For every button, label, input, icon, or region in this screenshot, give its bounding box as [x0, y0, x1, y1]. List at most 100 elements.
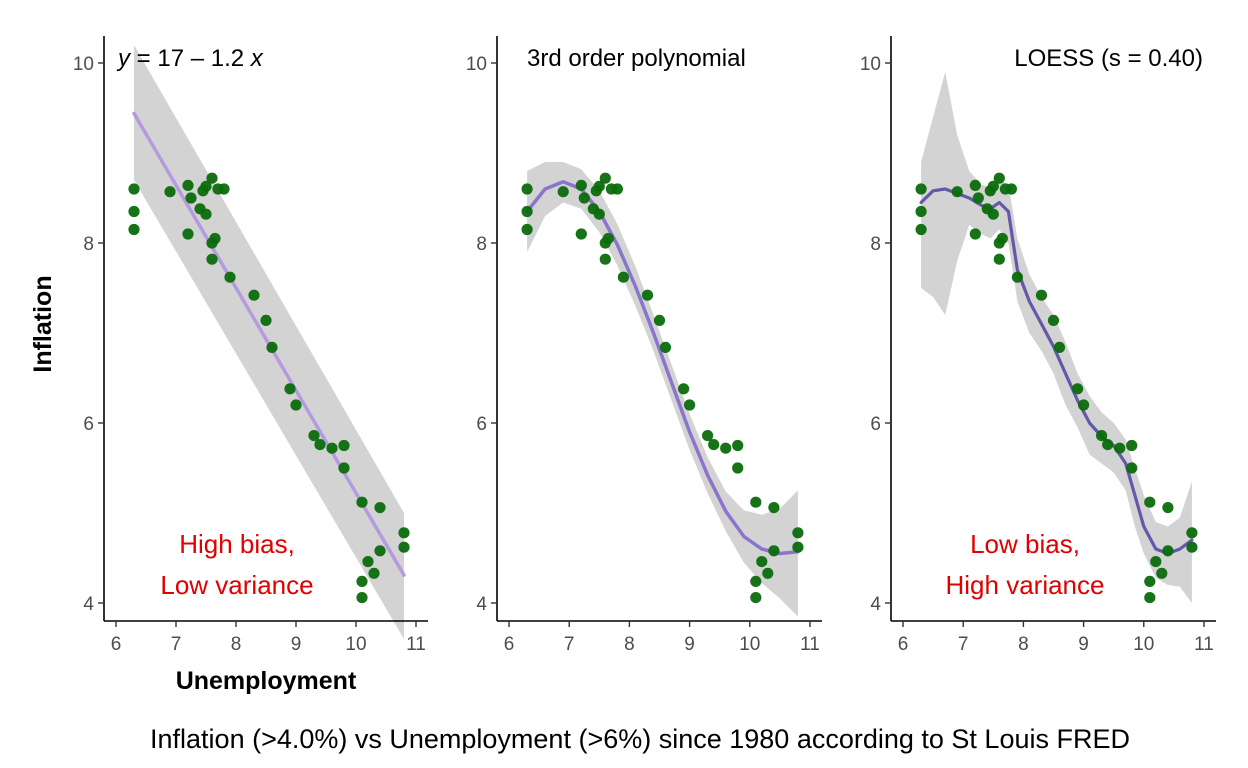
data-point: [284, 383, 296, 395]
data-point: [972, 192, 984, 204]
data-point: [702, 430, 714, 442]
data-point: [356, 496, 368, 508]
data-point: [915, 223, 927, 236]
data-point: [915, 205, 927, 218]
data-point: [374, 545, 386, 557]
data-points-layer: [915, 172, 1198, 604]
fit-line-layer: [525, 180, 800, 556]
x-tick-label: 6: [111, 634, 122, 655]
data-point: [762, 567, 774, 579]
annotation-line-2: Low variance: [160, 570, 313, 600]
data-point: [732, 462, 744, 474]
data-point: [362, 556, 374, 568]
x-tick-label: 9: [1078, 634, 1089, 655]
y-tick-label: 8: [870, 234, 881, 255]
data-point: [308, 430, 320, 442]
x-tick-label: 7: [958, 634, 969, 655]
data-point: [617, 271, 630, 283]
data-point: [969, 179, 981, 191]
data-point: [599, 253, 611, 265]
data-point: [1186, 527, 1198, 539]
panel-title-y: y: [116, 45, 132, 72]
data-point: [969, 228, 981, 240]
x-tick-label: 8: [624, 634, 635, 655]
data-point: [1005, 183, 1018, 195]
data-point: [218, 183, 230, 195]
data-point: [128, 205, 140, 218]
data-point: [593, 180, 605, 192]
confidence-band-layer: [921, 72, 1192, 603]
data-point: [593, 208, 605, 220]
fit-line-layer: [919, 187, 1194, 556]
y-tick-label: 6: [476, 414, 487, 435]
x-tick-label: 10: [345, 634, 366, 655]
data-point: [182, 228, 194, 240]
data-point: [1126, 439, 1138, 452]
data-point: [1047, 314, 1060, 326]
x-tick-label: 10: [739, 634, 760, 655]
data-point: [398, 527, 410, 539]
data-point: [599, 172, 611, 184]
data-point: [1096, 430, 1108, 442]
data-point: [248, 289, 260, 301]
data-point: [750, 496, 762, 508]
annotation-line-1: High bias,: [179, 529, 295, 559]
data-point: [368, 567, 380, 579]
y-axis-title: Inflation: [29, 275, 57, 372]
data-point: [987, 208, 999, 220]
data-point: [611, 183, 624, 195]
data-point: [290, 399, 302, 411]
data-point: [792, 541, 804, 553]
data-point: [206, 172, 218, 184]
x-tick-label: 11: [406, 634, 426, 655]
data-point: [1114, 442, 1126, 454]
data-point: [750, 592, 762, 604]
data-point: [993, 172, 1005, 184]
data-point: [209, 232, 221, 245]
y-tick-label: 4: [870, 594, 881, 615]
data-point: [314, 439, 326, 451]
data-point: [720, 442, 732, 454]
data-point: [326, 442, 338, 454]
data-point: [128, 223, 140, 236]
y-tick-label: 10: [466, 54, 487, 75]
data-point: [578, 192, 590, 204]
fit-line: [525, 180, 800, 556]
data-point: [224, 271, 236, 283]
data-point: [1011, 271, 1024, 283]
data-points-layer: [128, 172, 410, 604]
data-point: [575, 228, 587, 240]
data-point: [338, 439, 350, 452]
data-point: [653, 314, 666, 326]
data-point: [1126, 462, 1138, 474]
panel-title: 3rd order polynomial: [527, 45, 746, 72]
data-point: [684, 399, 696, 411]
data-point: [641, 289, 654, 301]
data-point: [200, 180, 212, 192]
panel-title: LOESS (s = 0.40): [1014, 45, 1203, 72]
fit-line: [919, 187, 1194, 556]
data-point: [659, 341, 672, 353]
x-tick-label: 8: [1018, 634, 1029, 655]
data-point: [678, 383, 690, 395]
x-tick-label: 10: [1133, 634, 1154, 655]
panel-title: y = 17 – 1.2 x: [116, 45, 264, 72]
data-point: [708, 439, 720, 451]
data-point: [1144, 496, 1156, 508]
data-point: [1156, 567, 1168, 579]
data-point: [996, 232, 1008, 245]
data-point: [768, 545, 780, 557]
data-point: [1035, 289, 1048, 301]
annotation-line-1: Low bias,: [970, 529, 1080, 559]
data-point: [951, 186, 963, 198]
data-point: [575, 179, 587, 191]
data-point: [164, 186, 176, 198]
data-point: [398, 541, 410, 553]
data-point: [732, 439, 744, 452]
x-tick-label: 6: [898, 634, 909, 655]
data-point: [200, 208, 212, 220]
